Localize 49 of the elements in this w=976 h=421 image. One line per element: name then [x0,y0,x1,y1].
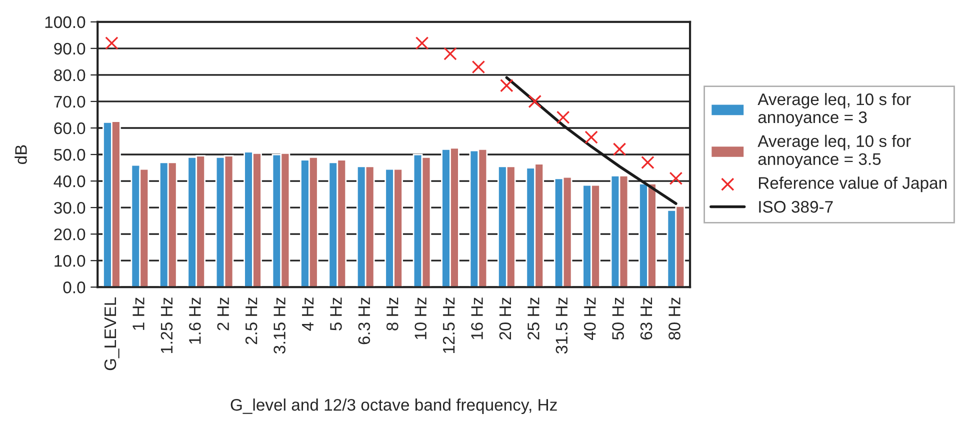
x-tick-label: 12.5 Hz [442,298,455,354]
y-tick-label: 40.0 [54,175,86,188]
x-tick-label: 80 Hz [668,298,680,340]
x-tick-label: 2.5 Hz [245,298,258,344]
point [669,172,683,186]
y-tick-label: 50.0 [54,148,86,161]
point [500,78,514,92]
x-tick-label: 31.5 Hz [556,298,568,354]
x-tick-label: 10 Hz [414,298,426,340]
point [472,60,486,74]
y-tick-label: 100.0 [45,16,86,28]
x-tick-label: 16 Hz [471,298,483,340]
y-tick-label: 0.0 [63,282,86,294]
legend-label: Average leq, 10 s for annoyance = 3.5 [758,134,911,168]
y-tick-label: 30.0 [54,202,86,214]
x-tick-label: 3.15 Hz [274,298,286,354]
x-axis-title: G_level and 12/3 octave band frequency, Hz [230,398,557,414]
point [584,130,598,144]
point [444,47,457,60]
legend-label: Reference value of Japan [758,176,946,192]
point [528,94,542,108]
x-tick-label: 63 Hz [640,298,652,340]
point [556,110,570,124]
x-tick-label: 1.6 Hz [189,298,201,344]
y-tick-label: 10.0 [54,255,86,267]
point [105,36,118,50]
x-tick-label: G_LEVEL [104,297,120,370]
y-tick-label: 80.0 [54,69,86,82]
x-tick-label: 20 Hz [499,298,512,340]
x-tick-label: 2 Hz [217,298,229,330]
y-tick-label: 70.0 [54,96,86,108]
x-tick-label: 40 Hz [584,298,596,340]
x-tick-label: 8 Hz [386,298,398,330]
legend-label: ISO 389-7 [759,200,833,213]
x-tick-label: 1.25 Hz [160,298,173,354]
point [612,142,626,156]
y-axis-title: dB [14,145,27,164]
x-tick-label: 25 Hz [528,298,540,340]
x-tick-label: 5 Hz [330,298,342,330]
y-tick-label: 90.0 [54,42,86,55]
y-tick-label: 20.0 [54,228,86,240]
x-tick-label: 4 Hz [302,298,314,331]
x-tick-label: 6.3 Hz [358,298,370,344]
legend-label: Average leq, 10 s for annoyance = 3 [758,92,911,126]
point [415,36,429,50]
y-tick-label: 60.0 [54,122,86,134]
x-tick-label: 50 Hz [612,298,624,340]
x-tick-label: 1 Hz [132,298,144,330]
point [641,156,654,170]
